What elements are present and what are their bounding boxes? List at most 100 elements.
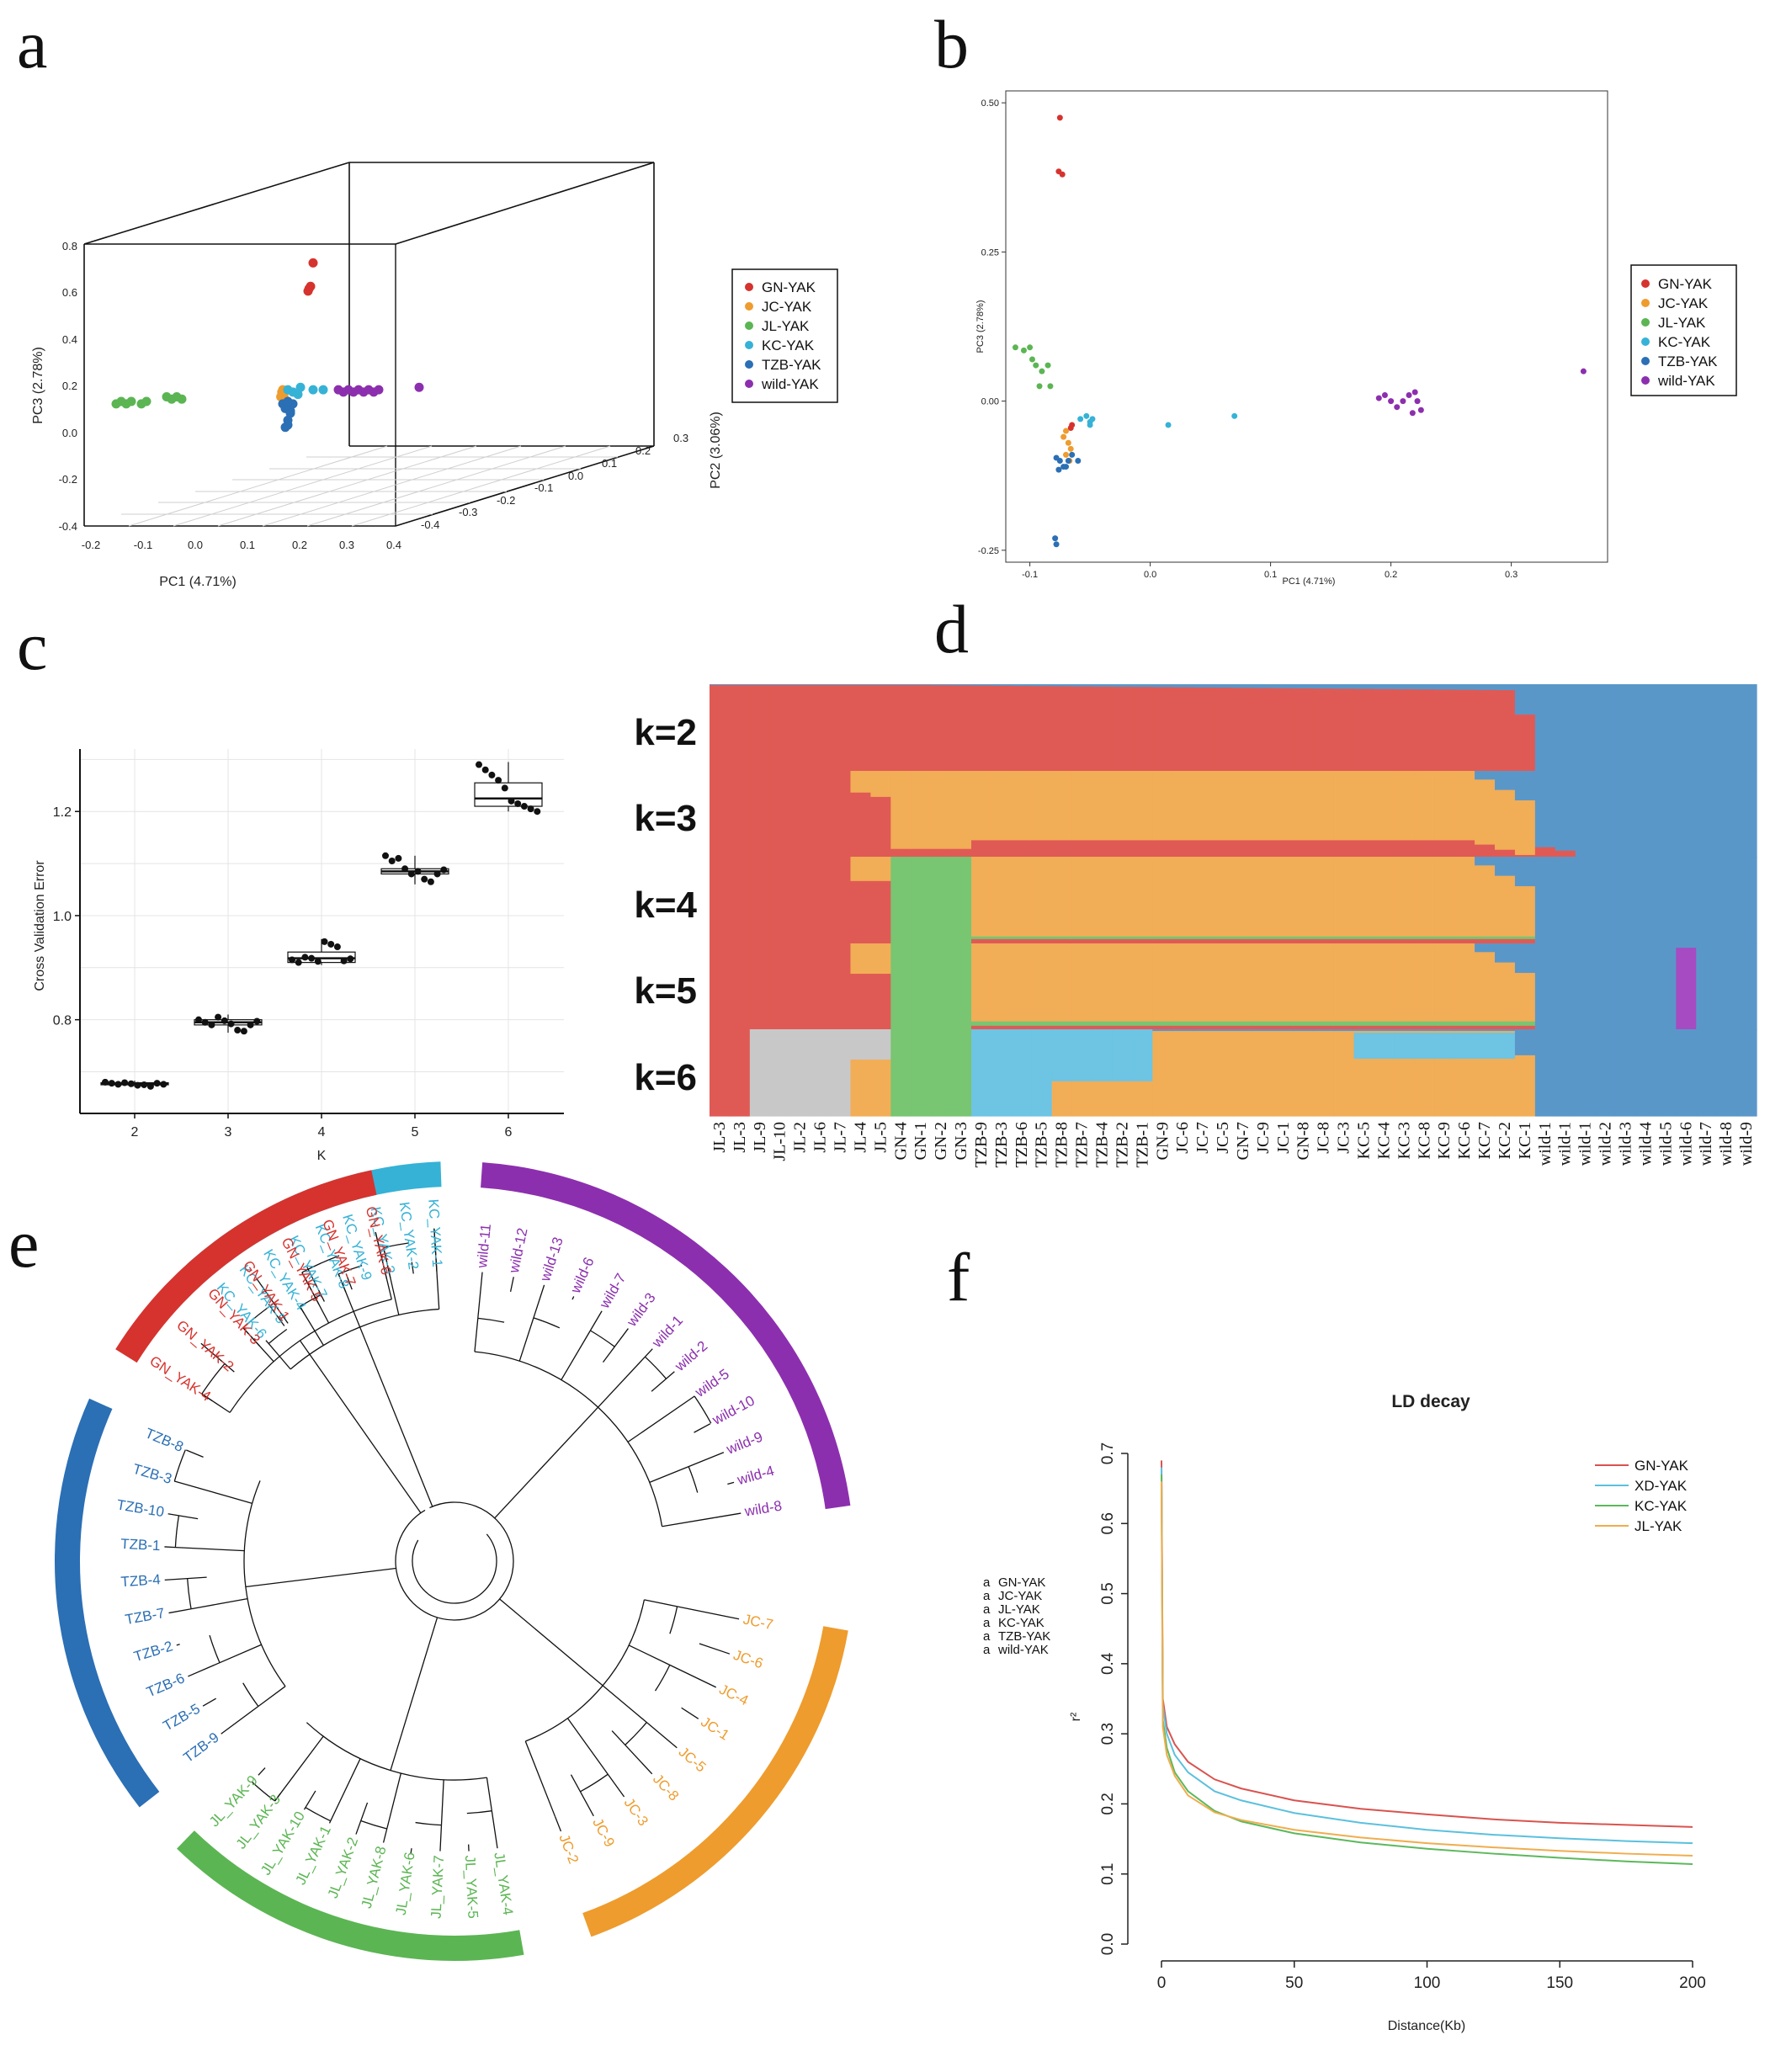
tick-a-x-0: -0.2 — [82, 539, 100, 551]
tip-label: wild-11 — [474, 1223, 494, 1269]
admixture-bar — [1495, 1029, 1516, 1032]
admixture-bar — [991, 685, 1013, 772]
point-a-tzb — [280, 422, 290, 433]
tip-label: wild-4 — [735, 1463, 776, 1489]
admixture-bar — [1656, 943, 1677, 1031]
tick-a-y-5: 0.6 — [62, 286, 77, 299]
admixture-bar — [1252, 684, 1274, 689]
tick-a-z-4: 0.0 — [568, 470, 583, 482]
sample-label: KC-9 — [1435, 1122, 1454, 1159]
admixture-bar — [1495, 684, 1516, 691]
admixture-bar — [1132, 771, 1153, 841]
pca-2d-ylabel: PC3 (2.78%) — [975, 300, 986, 353]
admixture-bar — [1333, 771, 1355, 841]
admixture-bar — [830, 1029, 852, 1117]
legend-b-label: JL-YAK — [1658, 315, 1706, 331]
sample-label: TZB-8 — [1053, 1122, 1071, 1167]
admixture-bar — [1193, 936, 1214, 940]
admixture-bar — [1152, 936, 1173, 940]
admixture-bar — [1374, 688, 1395, 772]
admixture-row-k3 — [710, 771, 1757, 858]
sample-label: TZB-4 — [1093, 1122, 1112, 1167]
admixture-bar — [1092, 936, 1114, 940]
admixture-bar — [1011, 1025, 1033, 1031]
admixture-bar — [729, 1029, 751, 1117]
admixture-bar — [1414, 1059, 1435, 1117]
group-legend-key: a — [983, 1629, 991, 1644]
admixture-bar — [850, 1060, 871, 1117]
admixture-bar — [1233, 857, 1254, 938]
sample-label: KC-3 — [1395, 1122, 1413, 1159]
admixture-bar — [830, 771, 852, 858]
ld-decay-legend: GN-YAK XD-YAK KC-YAK JL-YAK — [1595, 1458, 1689, 1534]
admixture-bar — [1333, 684, 1355, 689]
pca-2d-frame — [1005, 90, 1608, 563]
admixture-bar — [1233, 943, 1254, 1023]
k-label: k=2 — [634, 712, 697, 753]
cv-point — [414, 868, 422, 875]
admixture-bar — [1414, 1033, 1435, 1060]
point-b-wild — [1381, 392, 1388, 399]
admixture-bar — [890, 685, 912, 772]
cv-point — [308, 954, 316, 962]
admixture-bar — [1495, 857, 1516, 877]
admixture-bar — [1495, 771, 1516, 791]
point-b-kc — [1089, 416, 1096, 422]
admixture-bar — [1112, 1025, 1133, 1031]
cv-point — [382, 852, 389, 859]
tip-label: JC-1 — [698, 1713, 731, 1743]
admixture-bar — [1394, 1033, 1415, 1060]
pca-3d-box — [83, 162, 655, 527]
point-b-jl — [1036, 383, 1043, 390]
pca-3d-points — [111, 258, 424, 433]
point-b-jc — [1063, 428, 1069, 434]
admixture-row-k2 — [710, 684, 1757, 772]
admixture-bar — [1394, 1029, 1415, 1032]
admixture-bar — [1051, 684, 1073, 688]
admixture-bar — [1011, 771, 1033, 841]
point-b-wild — [1411, 389, 1418, 396]
admixture-bar — [951, 848, 972, 858]
tick-f-y: 0.2 — [1099, 1793, 1117, 1814]
cv-point — [108, 1080, 115, 1087]
admixture-bar — [1475, 771, 1496, 780]
sample-label: KC-5 — [1355, 1122, 1374, 1159]
cv-point — [495, 777, 502, 784]
admixture-bar — [991, 771, 1013, 841]
legend-b-swatch — [1641, 337, 1650, 346]
tick-a-z-0: -0.4 — [421, 518, 439, 531]
tick-f-y: 0.4 — [1099, 1652, 1117, 1675]
admixture-bar — [749, 1029, 771, 1117]
admixture-bar — [1031, 840, 1053, 858]
admixture-bar — [1071, 840, 1093, 858]
point-b-wild — [1394, 404, 1401, 411]
cv-point — [134, 1081, 141, 1089]
box-k4 — [287, 938, 356, 966]
legend-a-swatch — [745, 302, 753, 311]
admixture-bar — [789, 771, 811, 858]
admixture-bar — [749, 771, 771, 858]
sample-label: GN-1 — [912, 1122, 930, 1161]
admixture-bar — [1534, 684, 1556, 772]
box-k6 — [474, 761, 543, 816]
admixture-bar — [1333, 1021, 1355, 1027]
admixture-bar — [1313, 684, 1335, 689]
clade-arc-jl — [177, 1830, 524, 1961]
sample-label: JC-6 — [1173, 1122, 1192, 1154]
group-legend-key: a — [983, 1643, 991, 1657]
tip-label: JC-9 — [589, 1815, 618, 1850]
admixture-bar — [1615, 771, 1637, 858]
admixture-bar — [850, 685, 871, 772]
admixture-bar — [971, 938, 992, 944]
admixture-bar — [749, 943, 771, 1031]
admixture-bar — [911, 684, 932, 686]
tip-label: wild-6 — [567, 1255, 598, 1296]
legend-b-label: JC-YAK — [1658, 295, 1709, 311]
admixture-bar — [1273, 857, 1294, 938]
clade-arc-tzb — [54, 1398, 160, 1808]
admixture-bar — [1353, 938, 1375, 944]
tick-f-y: 0.0 — [1099, 1933, 1117, 1955]
admixture-bar — [1252, 938, 1274, 944]
tick-a-y-2: 0.0 — [62, 427, 77, 439]
admixture-bar — [1152, 1029, 1173, 1032]
